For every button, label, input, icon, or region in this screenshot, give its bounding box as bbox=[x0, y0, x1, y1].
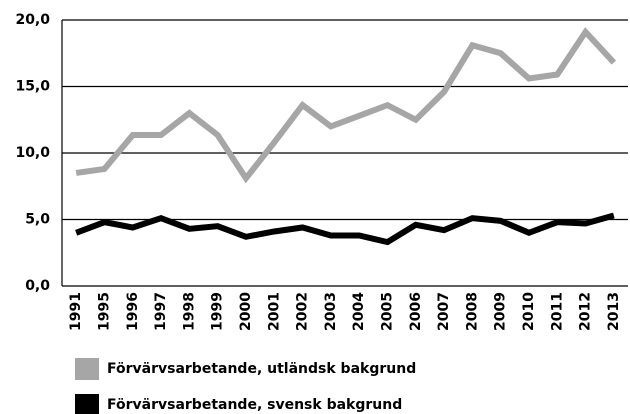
x-tick-label: 1997 bbox=[153, 292, 169, 331]
line-series bbox=[75, 27, 617, 184]
x-tick-label: 2004 bbox=[351, 292, 367, 331]
y-tick-label: 0,0 bbox=[25, 278, 50, 294]
y-tick-label: 15,0 bbox=[15, 79, 50, 95]
x-tick-label: 2011 bbox=[549, 292, 565, 331]
x-tick-label: 2010 bbox=[521, 292, 537, 331]
line-series bbox=[75, 212, 615, 246]
x-tick-label: 1991 bbox=[68, 292, 84, 331]
x-tick-label: 2012 bbox=[578, 292, 594, 331]
legend-label: Förvärvsarbetande, svensk bakgrund bbox=[107, 397, 402, 413]
x-tick-label: 1995 bbox=[96, 292, 112, 331]
x-tick-label: 2013 bbox=[606, 292, 622, 331]
y-tick-label: 10,0 bbox=[15, 145, 50, 161]
x-tick-label: 2006 bbox=[408, 292, 424, 331]
x-tick-label: 2002 bbox=[295, 292, 311, 331]
x-tick-label: 2000 bbox=[238, 292, 254, 331]
x-tick-label: 2009 bbox=[493, 292, 509, 331]
legend-swatch bbox=[75, 358, 99, 380]
y-tick-label: 5,0 bbox=[25, 212, 50, 228]
x-tick-label: 1996 bbox=[125, 292, 141, 331]
x-tick-label: 2003 bbox=[323, 292, 339, 331]
x-tick-label: 2005 bbox=[379, 292, 395, 331]
legend-label: Förvärvsarbetande, utländsk bakgrund bbox=[107, 361, 416, 377]
x-tick-label: 2007 bbox=[436, 292, 452, 331]
legend-swatch bbox=[75, 394, 99, 414]
x-tick-label: 2008 bbox=[464, 292, 480, 331]
x-tick-label: 1998 bbox=[181, 292, 197, 331]
x-tick-label: 2001 bbox=[266, 292, 282, 331]
y-tick-label: 20,0 bbox=[15, 12, 50, 28]
x-tick-label: 1999 bbox=[210, 292, 226, 331]
